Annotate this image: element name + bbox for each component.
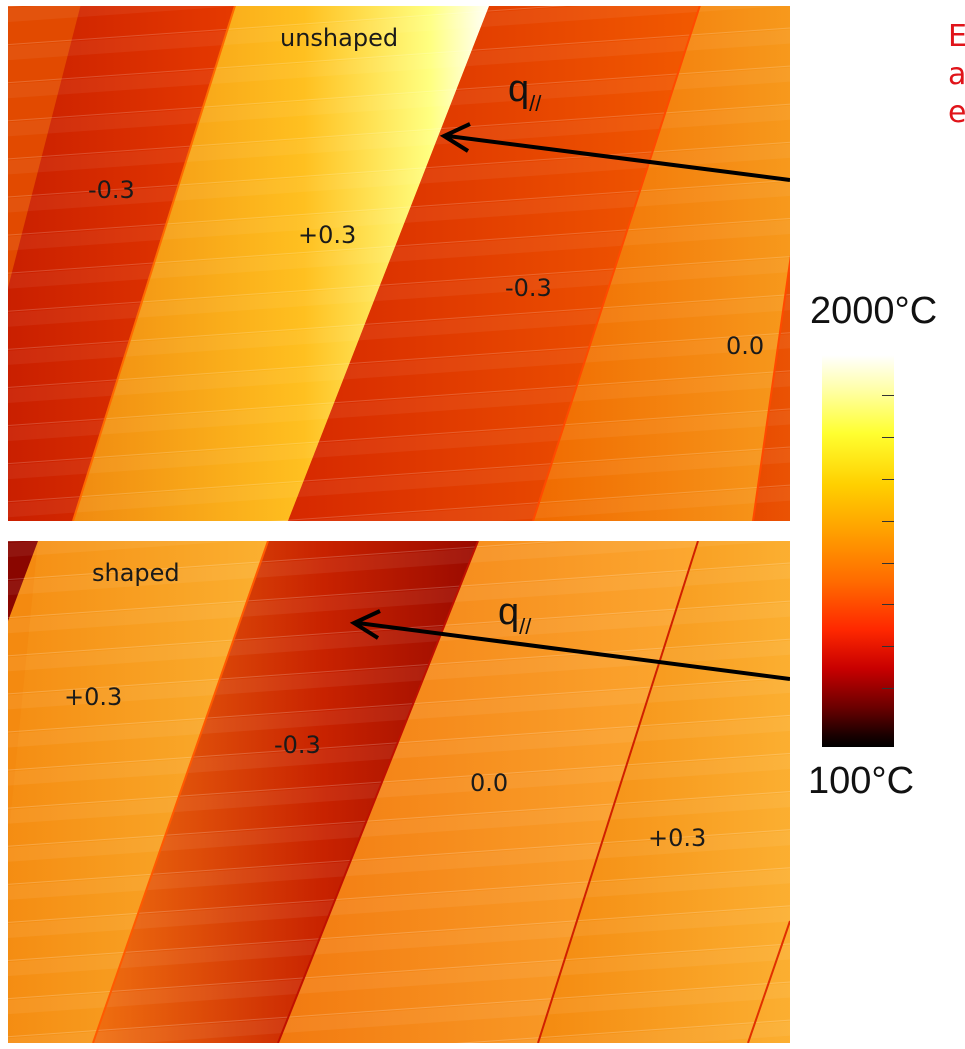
unshaped-panel: unshaped -0.3 +0.3 -0.3 0.0 q// <box>8 6 790 521</box>
temperature-colorbar <box>822 355 894 747</box>
cropped-annotation-text: E a e <box>948 19 965 130</box>
strip-label: +0.3 <box>64 683 123 711</box>
strip-label: +0.3 <box>298 221 357 249</box>
strip-label: +0.3 <box>648 824 707 852</box>
arrowhead-bottom <box>349 609 381 640</box>
strip-label: -0.3 <box>505 274 552 302</box>
flux-label-bottom: q// <box>498 591 532 639</box>
shaped-panel: shaped +0.3 -0.3 0.0 +0.3 q// <box>8 541 790 1043</box>
arrowhead-top <box>439 122 471 153</box>
strip-label: 0.0 <box>726 332 765 360</box>
flux-arrow-top <box>447 134 790 182</box>
strip-label: -0.3 <box>274 731 321 759</box>
unshaped-temperature-map <box>8 6 790 521</box>
panel-title-unshaped: unshaped <box>280 24 399 52</box>
shaped-temperature-map <box>8 541 790 1043</box>
strip-label: 0.0 <box>470 769 509 797</box>
panel-title-shaped: shaped <box>92 559 180 587</box>
strip-label: -0.3 <box>88 176 135 204</box>
flux-label-top: q// <box>508 68 542 116</box>
colorbar-max-label: 2000°C <box>810 290 938 332</box>
colorbar-min-label: 100°C <box>808 760 915 802</box>
flux-arrow-bottom <box>357 621 790 681</box>
